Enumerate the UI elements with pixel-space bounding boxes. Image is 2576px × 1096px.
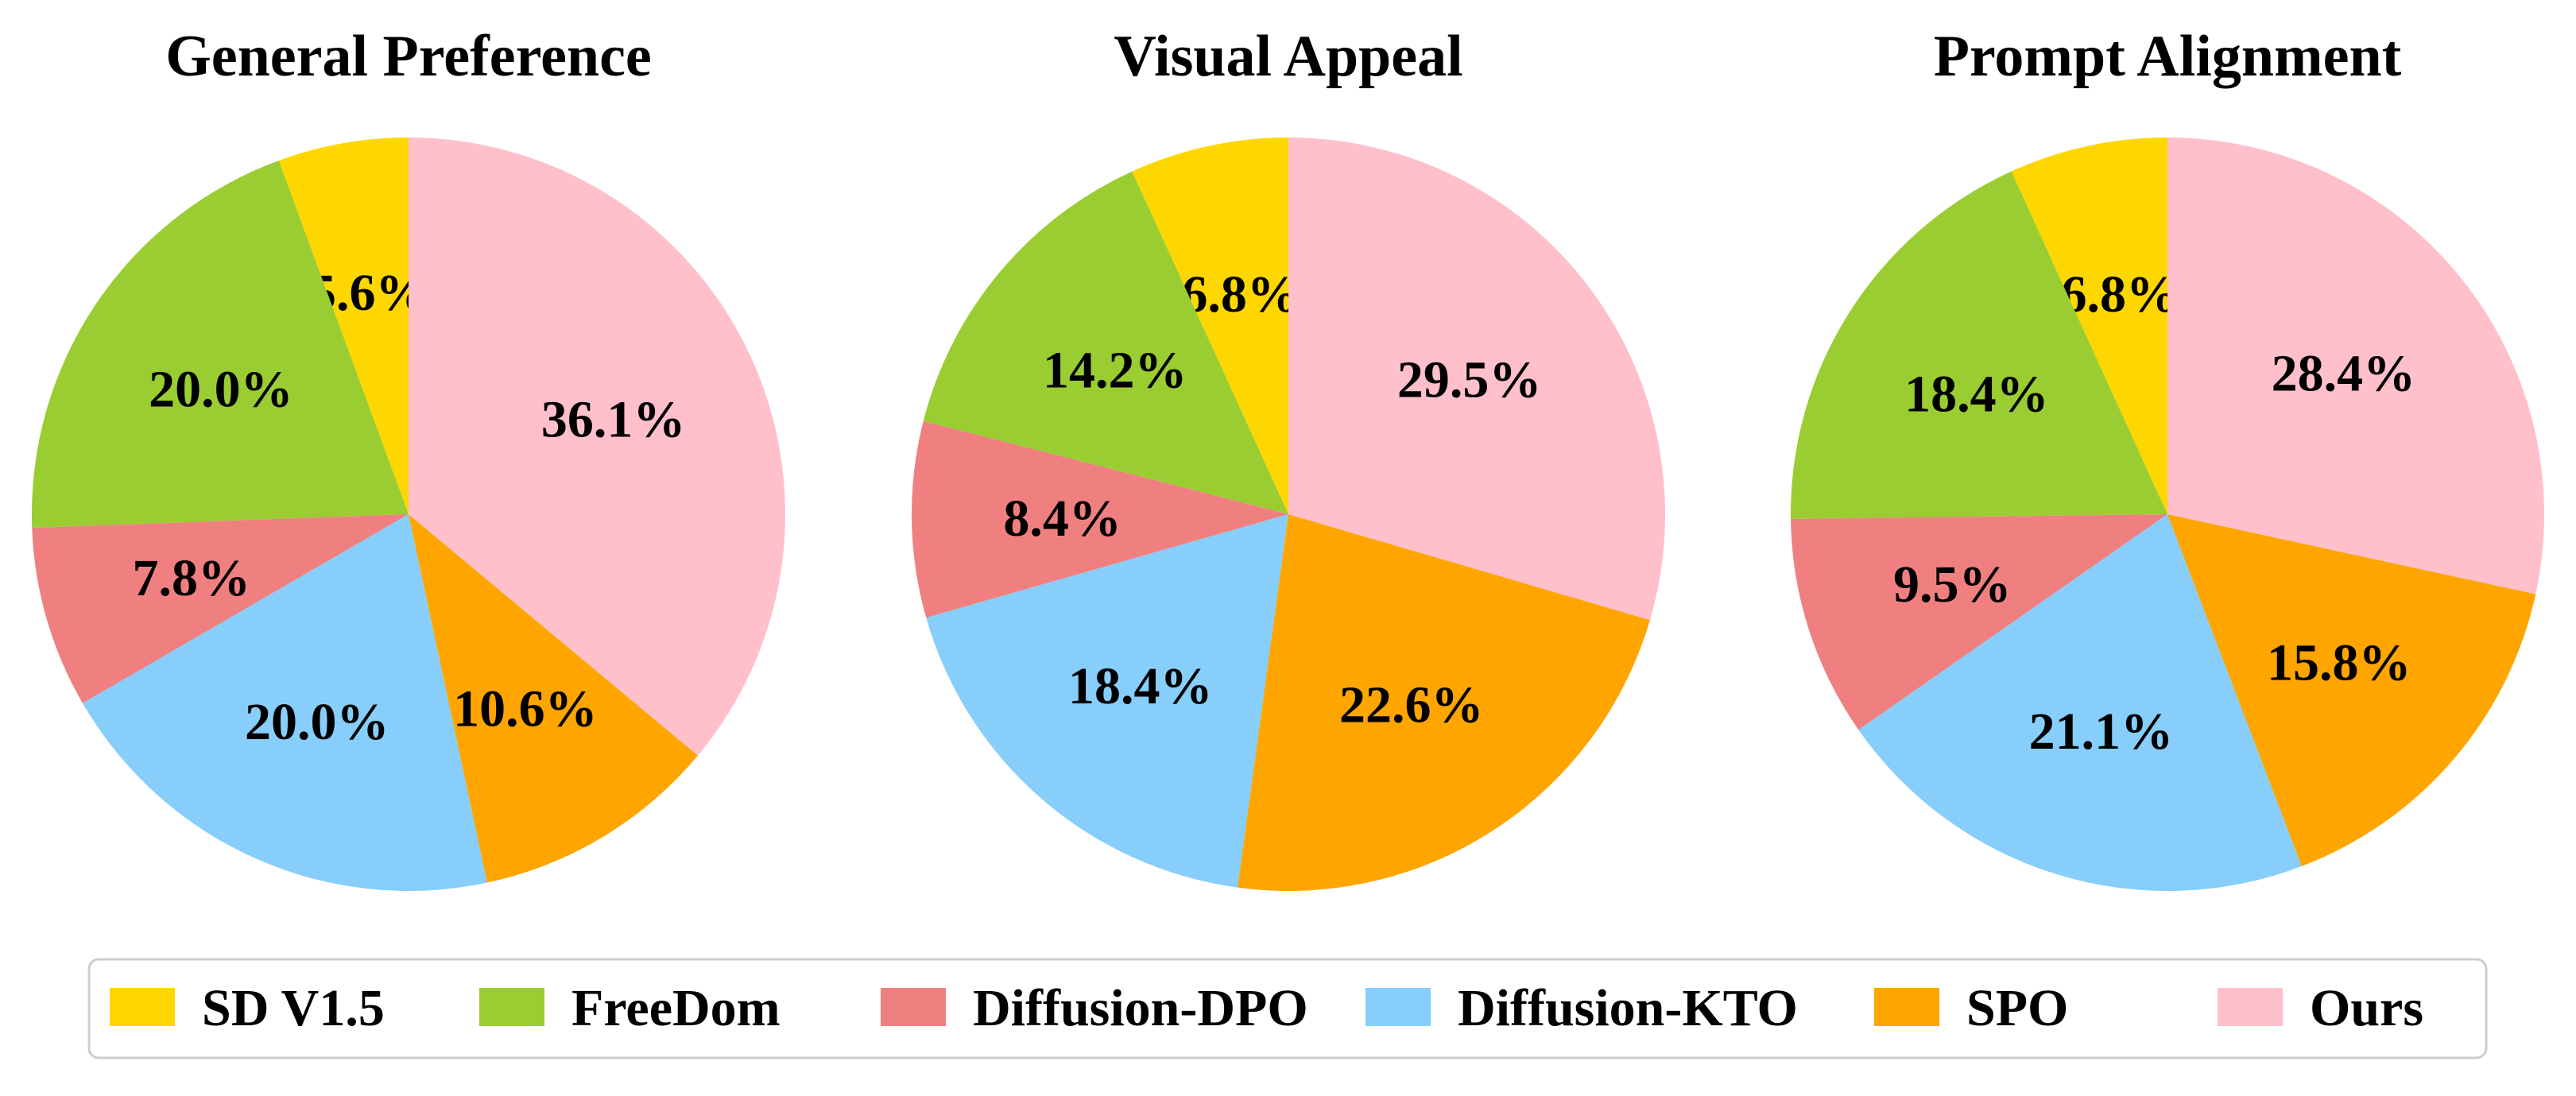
pie-slice-ours <box>1288 137 1665 621</box>
pie-slice-sd-v1-5 <box>2011 137 2167 514</box>
pie-slice-freedom <box>1791 171 2167 519</box>
pie-3: Prompt Alignment 6.8%18.4% 9.5% 21.1% 15.8% 2… <box>1791 24 2545 891</box>
legend-swatch <box>2218 988 2283 1026</box>
slice-label: 22.6% <box>1339 676 1484 734</box>
pie-slice-spo <box>409 514 699 883</box>
legend-label: Ours <box>2310 979 2423 1037</box>
legend-swatch <box>881 988 946 1026</box>
slice-label: 6.8% <box>2060 265 2179 323</box>
pie-slice-freedom <box>923 171 1288 514</box>
legend-label: SPO <box>1966 979 2068 1037</box>
slice-label: 18.4% <box>1068 657 1213 715</box>
slice-label: 10.6% <box>453 680 598 738</box>
slice-label: 14.2% <box>1043 342 1187 400</box>
legend: SD V1.5 FreeDom Diffusion-DPO Diffusion-KTO… <box>87 958 2488 1059</box>
pie-slice-diffusion-dpo <box>1791 514 2167 730</box>
legend-label: SD V1.5 <box>202 979 385 1037</box>
pie-slice-diffusion-kto <box>926 514 1288 888</box>
pie-2: Visual Appeal 6.8% 14.2% 8.4% 18.4% 22.6% 29.5… <box>912 24 1665 891</box>
pie-slice-ours <box>409 137 786 756</box>
slice-label: 6.8% <box>1181 265 1300 323</box>
slice-label: 18.4% <box>1904 366 2049 424</box>
pie-slice-diffusion-dpo <box>912 420 1288 618</box>
pie-slice-ours <box>2167 137 2545 594</box>
legend-label: FreeDom <box>571 979 781 1037</box>
legend-swatch <box>1365 988 1431 1026</box>
slice-label: 15.8% <box>2267 633 2411 691</box>
legend-label: Diffusion-KTO <box>1458 979 1798 1037</box>
legend-swatch <box>1874 988 1939 1026</box>
pie-slice-spo <box>2167 514 2536 866</box>
slice-label: 20.0% <box>149 360 293 418</box>
legend-items: SD V1.5 FreeDom Diffusion-DPO Diffusion-KTO… <box>110 979 2423 1037</box>
legend-frame <box>87 958 2488 1059</box>
pie-title: Prompt Alignment <box>1934 24 2402 89</box>
pie-title: Visual Appeal <box>1114 24 1462 89</box>
slice-label: 36.1% <box>541 390 686 448</box>
pie-slice-diffusion-dpo <box>32 514 409 703</box>
slice-label: 29.5% <box>1397 351 1542 409</box>
pie-slice-diffusion-kto <box>1858 514 2302 891</box>
slice-label: 20.0% <box>245 693 389 751</box>
pie-slice-spo <box>1238 514 1650 891</box>
pie-slice-diffusion-kto <box>83 514 487 892</box>
pie-slice-freedom <box>32 160 409 529</box>
pie-title: General Preference <box>165 24 652 89</box>
slice-label: 28.4% <box>2272 345 2416 403</box>
slice-label: 21.1% <box>2029 703 2174 761</box>
legend-swatch <box>110 988 175 1026</box>
pie-slice-sd-v1-5 <box>278 137 409 514</box>
slice-label: 7.8% <box>132 549 250 607</box>
slice-label: 9.5% <box>1893 556 2012 614</box>
pie-slice-sd-v1-5 <box>1132 137 1288 514</box>
legend-swatch <box>479 988 544 1026</box>
legend-label: Diffusion-DPO <box>973 979 1308 1037</box>
slice-label: 8.4% <box>1003 490 1121 548</box>
